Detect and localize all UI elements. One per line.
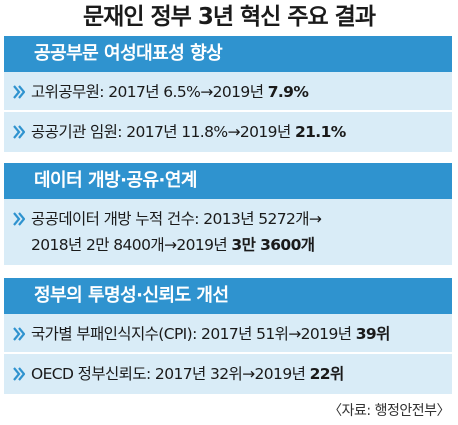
section-data-openness: 데이터 개방·공유·연계 공공데이터 개방 누적 건수: 2013년 5272개… (4, 163, 452, 265)
source-note: 〈자료: 행정안전부〉 (328, 403, 450, 419)
double-chevron-right-icon (13, 79, 25, 105)
list-item: 공공기관 임원: 2017년 11.8%→2019년 21.1% (4, 112, 452, 152)
item-highlight: 3만 3600개 (231, 236, 315, 254)
item-text: 고위공무원: 2017년 6.5%→2019년 (31, 83, 268, 101)
item-text: 공공기관 임원: 2017년 11.8%→2019년 (31, 123, 295, 141)
item-highlight: 22위 (309, 365, 345, 383)
double-chevron-right-icon (13, 321, 25, 347)
double-chevron-right-icon (13, 119, 25, 145)
item-text: 국가별 부패인식지수(CPI): 2017년 51위→2019년 (31, 325, 356, 343)
section-header: 데이터 개방·공유·연계 (4, 163, 452, 199)
page-title: 문재인 정부 3년 혁신 주요 결과 (83, 4, 376, 30)
item-text: OECD 정부신뢰도: 2017년 32위→2019년 (31, 365, 310, 383)
section-women-representation: 공공부문 여성대표성 향상 고위공무원: 2017년 6.5%→2019년 7.… (4, 36, 452, 152)
list-item: 국가별 부패인식지수(CPI): 2017년 51위→2019년 39위 (4, 314, 452, 354)
list-item: 고위공무원: 2017년 6.5%→2019년 7.9% (4, 72, 452, 112)
list-item: OECD 정부신뢰도: 2017년 32위→2019년 22위 (4, 354, 452, 394)
item-text-line2: 2018년 2만 8400개→2019년 (31, 236, 232, 254)
item-highlight: 39위 (355, 325, 391, 343)
list-item: 공공데이터 개방 누적 건수: 2013년 5272개→ 2018년 2만 84… (4, 199, 452, 265)
section-header: 공공부문 여성대표성 향상 (4, 36, 452, 72)
item-highlight: 21.1% (294, 123, 346, 141)
item-highlight: 7.9% (267, 83, 309, 101)
item-text-line1: 공공데이터 개방 누적 건수: 2013년 5272개→ (31, 210, 322, 228)
double-chevron-right-icon (13, 361, 25, 387)
section-transparency-trust: 정부의 투명성·신뢰도 개선 국가별 부패인식지수(CPI): 2017년 51… (4, 278, 452, 394)
double-chevron-right-icon (13, 206, 25, 232)
section-header: 정부의 투명성·신뢰도 개선 (4, 278, 452, 314)
